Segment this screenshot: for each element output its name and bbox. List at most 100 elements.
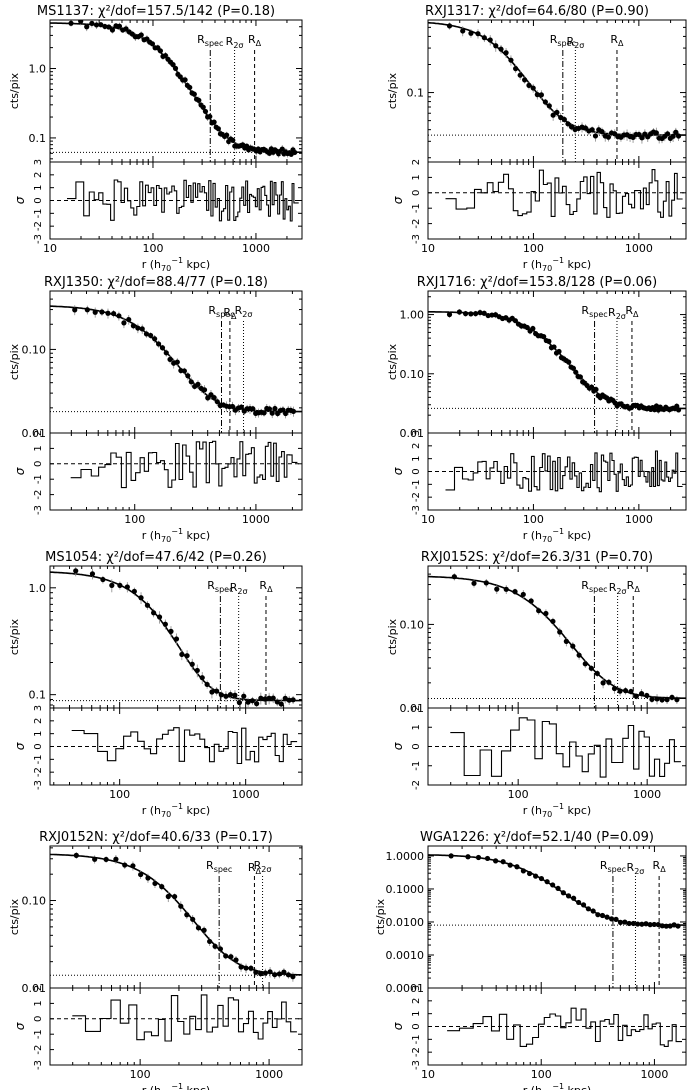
data-point [194, 667, 200, 674]
data-point [138, 32, 144, 38]
res-tick-label: -1 [33, 208, 44, 218]
data-point [487, 37, 493, 43]
data-point [230, 137, 236, 143]
x-tick-label: 10 [421, 513, 435, 526]
data-point [628, 688, 634, 695]
data-point [290, 697, 296, 703]
data-point [258, 971, 264, 977]
data-point [266, 406, 273, 412]
data-point [126, 316, 132, 323]
res-tick-label: 0 [33, 1016, 44, 1022]
data-point [635, 921, 641, 927]
x-tick-label: 10 [421, 242, 435, 255]
data-point [484, 855, 491, 862]
radius-marker-label: R2σ [627, 861, 645, 876]
data-point [254, 701, 260, 707]
data-point [238, 964, 244, 970]
residual-axis-label: σ [13, 742, 27, 750]
data-point [638, 691, 645, 697]
data-point [182, 77, 188, 83]
data-point [122, 862, 128, 868]
residual-steps [71, 727, 298, 765]
res-tick-label: 2 [33, 430, 44, 436]
radius-marker-label: R2σ [254, 859, 272, 874]
x-tick-label: 1000 [633, 788, 661, 801]
residual-steps [450, 717, 681, 778]
data-point [195, 925, 202, 931]
residual-axis-label: σ [13, 1022, 27, 1030]
main-frame [427, 565, 687, 709]
data-point [245, 699, 251, 705]
data-point [538, 875, 545, 882]
radius-marker-label: RΔ [625, 304, 639, 319]
residual-steps [447, 1007, 682, 1047]
res-tick-label: -1 [411, 479, 422, 489]
res-tick-label: -1 [411, 761, 422, 771]
radius-marker-label: Rspec [600, 859, 626, 874]
data-point [633, 693, 639, 699]
radius-marker-label: RΔ [248, 33, 262, 48]
residual-axis-label: σ [391, 196, 405, 204]
data-point [534, 92, 540, 98]
data-point [138, 871, 144, 878]
data-point [229, 403, 236, 410]
data-point [243, 965, 249, 971]
res-tick-label: 0 [411, 468, 422, 474]
data-point [98, 22, 104, 28]
residual-axis-label: σ [13, 196, 27, 204]
data-point [144, 602, 151, 608]
x-tick-label: 100 [109, 788, 130, 801]
res-tick-label: 2 [411, 705, 422, 711]
data-point [116, 313, 122, 319]
data-point [156, 614, 163, 620]
data-point [617, 688, 623, 694]
data-point [446, 23, 453, 29]
data-point [145, 875, 151, 881]
y-axis-label: cts/pix [8, 72, 21, 109]
radius-marker-label: RΔ [223, 306, 237, 321]
data-point [669, 694, 675, 700]
data-point [105, 310, 111, 316]
data-point [565, 893, 572, 899]
data-point [675, 923, 681, 929]
data-point [565, 121, 571, 127]
y-tick-label: 0.10 [22, 895, 47, 908]
y-tick-label: 0.0100 [386, 916, 425, 929]
data-point [554, 109, 560, 116]
data-point [524, 324, 530, 331]
res-tick-label: 1 [33, 445, 44, 451]
data-point [261, 410, 267, 416]
data-point [159, 345, 166, 351]
data-point [451, 574, 457, 580]
data-point [185, 373, 191, 379]
data-point [543, 610, 549, 617]
data-point [594, 670, 600, 677]
y-tick-label: 0.10 [400, 368, 425, 381]
data-point [639, 921, 645, 927]
data-point [92, 856, 98, 862]
data-point [498, 46, 504, 52]
data-point [190, 916, 196, 922]
data-point [276, 971, 282, 977]
data-point [663, 923, 669, 929]
data-point [608, 916, 615, 922]
data-point [592, 133, 599, 139]
data-point [89, 20, 95, 26]
residual-axis-label: σ [391, 742, 405, 750]
x-tick-label: 10 [43, 242, 57, 255]
data-point [462, 311, 469, 317]
radius-marker-label: RΔ [259, 579, 273, 594]
data-point [576, 652, 582, 658]
radius-marker-label: Rspec [581, 579, 607, 594]
res-tick-label: -2 [411, 492, 422, 502]
residual-axis-label: σ [391, 467, 405, 475]
data-point [130, 323, 136, 329]
data-point [167, 356, 173, 363]
data-point [290, 974, 296, 980]
data-point [279, 146, 285, 152]
radius-marker-label: RΔ [610, 33, 624, 48]
data-point [460, 28, 466, 34]
res-tick-label: -1 [411, 203, 422, 213]
x-tick-label: 1000 [242, 242, 270, 255]
data-point [207, 938, 213, 945]
